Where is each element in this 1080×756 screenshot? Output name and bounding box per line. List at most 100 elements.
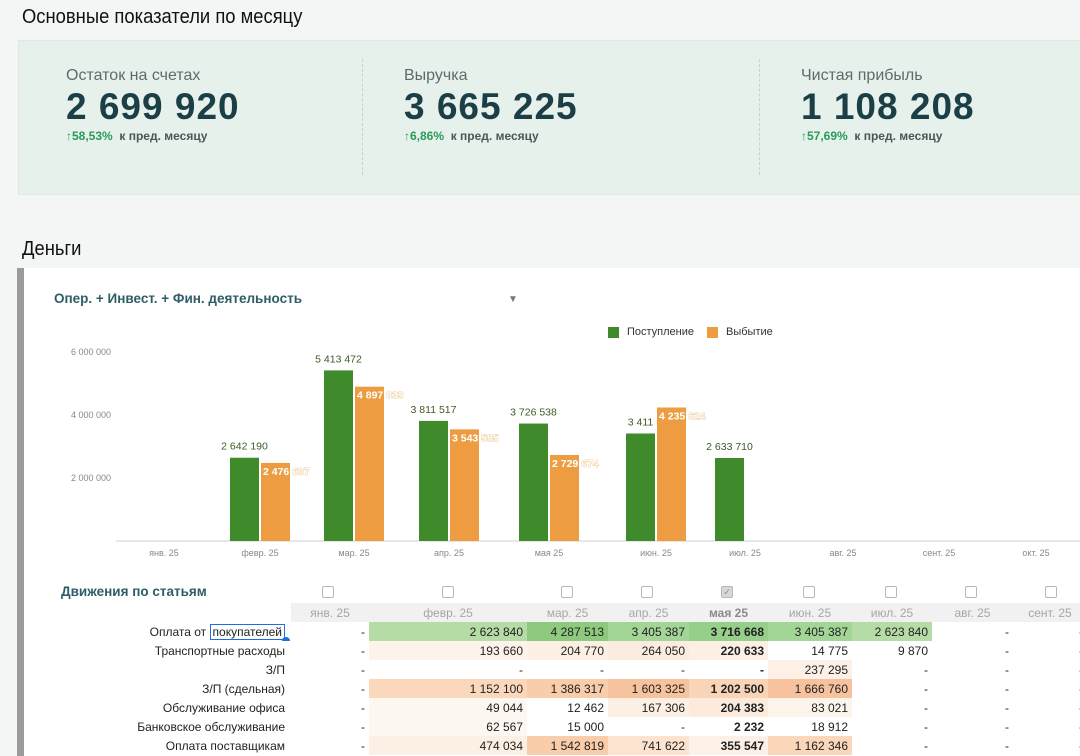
table-cell[interactable]: - bbox=[361, 662, 365, 677]
month-header[interactable]: мар. 25 bbox=[527, 603, 608, 622]
table-cell[interactable]: 204 770 bbox=[527, 641, 608, 660]
table-cell[interactable]: - bbox=[1013, 622, 1080, 641]
selection-handle[interactable] bbox=[282, 636, 290, 641]
table-cell[interactable]: - bbox=[924, 700, 928, 715]
table-cell[interactable]: - bbox=[361, 700, 365, 715]
table-cell[interactable]: - bbox=[1005, 681, 1009, 696]
active-cell-editor[interactable]: покупателей bbox=[209, 623, 290, 641]
table-cell[interactable]: - bbox=[760, 662, 764, 677]
data-label-income: 3 811 517 bbox=[411, 404, 457, 416]
table-cell[interactable]: 2 623 840 bbox=[369, 622, 527, 641]
table-cell[interactable]: - bbox=[1013, 698, 1080, 717]
table-cell[interactable]: - bbox=[1005, 662, 1009, 677]
table-cell[interactable]: 14 775 bbox=[811, 643, 848, 658]
month-header[interactable]: июл. 25 bbox=[852, 603, 932, 622]
table-cell[interactable]: - bbox=[681, 662, 685, 677]
table-cell[interactable]: 1 152 100 bbox=[369, 679, 527, 698]
table-cell[interactable]: - bbox=[1013, 679, 1080, 698]
table-cell[interactable]: - bbox=[1013, 736, 1080, 755]
table-cell[interactable]: - bbox=[1013, 641, 1080, 660]
month-checkbox[interactable] bbox=[641, 586, 653, 598]
table-cell[interactable]: - bbox=[361, 624, 365, 639]
kpi-panel: Остаток на счетах 2 699 920 ↑58,53% к пр… bbox=[18, 40, 1080, 195]
table-cell[interactable]: 264 050 bbox=[608, 641, 689, 660]
table-cell[interactable]: 237 295 bbox=[768, 660, 852, 679]
table-cell[interactable]: 1 603 325 bbox=[608, 679, 689, 698]
kpi-change-suffix: к пред. месяцу bbox=[119, 129, 208, 143]
table-cell[interactable]: 355 547 bbox=[689, 736, 768, 755]
month-checkbox[interactable] bbox=[885, 586, 897, 598]
row-label[interactable]: Транспортные расходы bbox=[154, 643, 285, 658]
table-cell[interactable]: - bbox=[1005, 624, 1009, 639]
table-cell[interactable]: - bbox=[1013, 717, 1080, 736]
table-cell[interactable]: - bbox=[1005, 643, 1009, 658]
table-cell[interactable]: 193 660 bbox=[369, 641, 527, 660]
month-checkbox[interactable] bbox=[561, 586, 573, 598]
row-label[interactable]: Оплата от покупателей bbox=[24, 622, 291, 641]
month-header[interactable]: февр. 25 bbox=[369, 603, 527, 622]
month-header[interactable]: янв. 25 bbox=[291, 603, 369, 622]
table-cell[interactable]: - bbox=[361, 738, 365, 753]
table-cell[interactable]: 15 000 bbox=[567, 719, 604, 734]
table-cell[interactable]: - bbox=[519, 662, 523, 677]
table-cell[interactable]: - bbox=[361, 643, 365, 658]
row-label[interactable]: Обслуживание офиса bbox=[162, 700, 285, 715]
table-cell[interactable]: 3 405 387 bbox=[768, 622, 852, 641]
table-cell[interactable]: 741 622 bbox=[608, 736, 689, 755]
table-cell[interactable]: 1 542 819 bbox=[527, 736, 608, 755]
table-cell[interactable]: - bbox=[924, 719, 928, 734]
table-cell[interactable]: - bbox=[361, 719, 365, 734]
month-checkbox[interactable] bbox=[1045, 586, 1057, 598]
table-cell[interactable]: 3 716 668 bbox=[689, 622, 768, 641]
table-cell[interactable]: 2 623 840 bbox=[852, 622, 932, 641]
kpi-change: ↑6,86% к пред. месяцу bbox=[404, 129, 578, 143]
table-cell[interactable]: 1 202 500 bbox=[689, 679, 768, 698]
table-cell[interactable]: - bbox=[924, 662, 928, 677]
table-cell[interactable]: - bbox=[1005, 700, 1009, 715]
table-cell[interactable]: 12 462 bbox=[567, 700, 604, 715]
month-checkbox[interactable]: ✓ bbox=[721, 586, 733, 598]
table-cell[interactable]: 83 021 bbox=[768, 698, 852, 717]
table-cell[interactable]: 3 405 387 bbox=[608, 622, 689, 641]
table-cell[interactable]: 4 287 513 bbox=[527, 622, 608, 641]
table-cell[interactable]: 167 306 bbox=[608, 698, 689, 717]
month-header[interactable]: авг. 25 bbox=[932, 603, 1013, 622]
month-header[interactable]: сент. 25 bbox=[1013, 603, 1080, 622]
month-header[interactable]: апр. 25 bbox=[608, 603, 689, 622]
bar-income bbox=[230, 457, 259, 541]
month-checkbox[interactable] bbox=[803, 586, 815, 598]
activity-filter-dropdown[interactable]: Опер. + Инвест. + Фин. деятельность bbox=[54, 291, 302, 306]
month-header[interactable]: мая 25 bbox=[689, 603, 768, 622]
table-cell[interactable]: - bbox=[361, 681, 365, 696]
chevron-down-icon[interactable]: ▼ bbox=[508, 294, 518, 305]
table-cell[interactable]: 18 912 bbox=[811, 719, 848, 734]
table-cell[interactable]: 474 034 bbox=[369, 736, 527, 755]
table-cell[interactable]: 62 567 bbox=[369, 717, 527, 736]
table-cell[interactable]: 9 870 bbox=[897, 643, 928, 658]
month-checkbox[interactable] bbox=[442, 586, 454, 598]
kpi-change: ↑57,69% к пред. месяцу bbox=[801, 129, 975, 143]
month-checkbox[interactable] bbox=[965, 586, 977, 598]
table-cell[interactable]: - bbox=[924, 681, 928, 696]
table-cell[interactable]: - bbox=[924, 738, 928, 753]
table-cell[interactable]: - bbox=[1005, 738, 1009, 753]
table-cell[interactable]: 1 386 317 bbox=[527, 679, 608, 698]
table-cell[interactable]: 1 666 760 bbox=[768, 679, 852, 698]
row-label[interactable]: З/П bbox=[265, 662, 285, 677]
row-label[interactable]: З/П (сдельная) bbox=[202, 681, 285, 696]
row-label[interactable]: Банковское обслуживание bbox=[137, 719, 285, 734]
month-checkbox[interactable] bbox=[322, 586, 334, 598]
table-cell[interactable]: 2 232 bbox=[733, 719, 764, 734]
x-tick-label: июн. 25 bbox=[640, 548, 672, 558]
table-cell[interactable]: 1 162 346 bbox=[768, 736, 852, 755]
table-cell[interactable]: 204 383 bbox=[689, 698, 768, 717]
table-cell[interactable]: - bbox=[600, 662, 604, 677]
table-cell[interactable]: - bbox=[1005, 719, 1009, 734]
table-cell[interactable]: 220 633 bbox=[689, 641, 768, 660]
month-header[interactable]: июн. 25 bbox=[768, 603, 852, 622]
table-cell[interactable]: 49 044 bbox=[369, 698, 527, 717]
row-label[interactable]: Оплата поставщикам bbox=[165, 738, 285, 753]
table-cell[interactable]: - bbox=[681, 719, 685, 734]
kpi-label: Выручка bbox=[404, 67, 468, 84]
table-cell[interactable]: - bbox=[1013, 660, 1080, 679]
